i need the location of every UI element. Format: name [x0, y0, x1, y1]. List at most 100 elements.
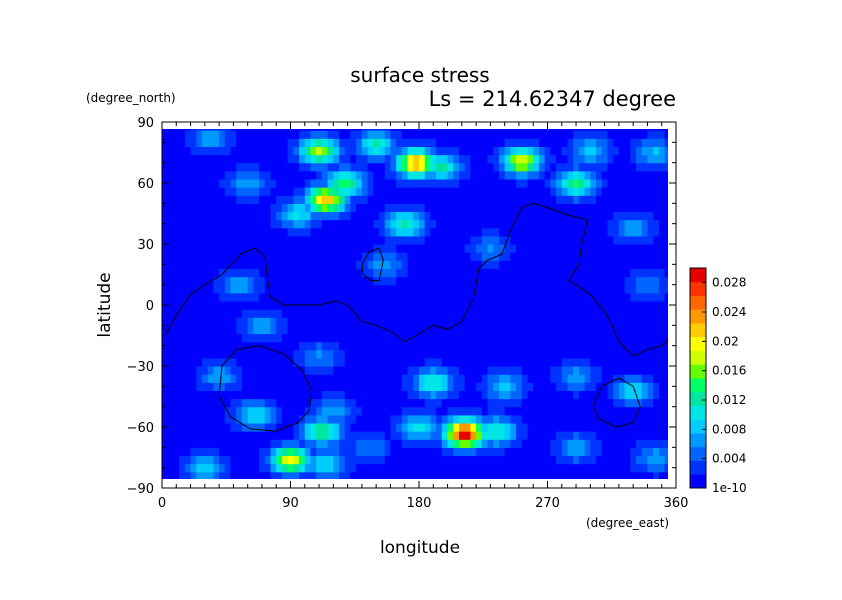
heatmap-cell — [333, 382, 340, 391]
heatmap-cell — [213, 129, 220, 131]
heatmap-cell — [544, 284, 551, 294]
heatmap-cell — [179, 268, 186, 278]
heatmap-cell — [407, 268, 414, 278]
heatmap-cell — [173, 178, 180, 188]
heatmap-cell — [390, 431, 397, 440]
heatmap-cell — [567, 195, 574, 204]
heatmap-cell — [470, 309, 477, 318]
heatmap-cell — [344, 138, 352, 147]
heatmap-cell — [339, 414, 346, 424]
heatmap-cell — [356, 398, 363, 408]
x-tick-label: 180 — [407, 496, 432, 511]
heatmap-cell — [636, 129, 643, 131]
heatmap-cell — [356, 203, 363, 213]
heatmap-cell — [613, 447, 620, 457]
heatmap-cell — [361, 414, 369, 424]
heatmap-cell — [367, 138, 374, 147]
heatmap-cell — [321, 439, 329, 448]
heatmap-cell — [196, 398, 203, 408]
heatmap-cell — [613, 244, 620, 253]
heatmap-cell — [573, 349, 580, 359]
heatmap-cell — [596, 325, 603, 335]
heatmap-cell — [213, 170, 220, 180]
heatmap-cell — [578, 154, 586, 164]
heatmap-cell — [470, 187, 477, 196]
heatmap-cell — [487, 276, 494, 286]
heatmap-cell — [396, 187, 403, 196]
heatmap-cell — [401, 357, 409, 367]
heatmap-cell — [327, 431, 334, 440]
heatmap-cell — [550, 414, 557, 424]
heatmap-cell — [527, 366, 534, 375]
heatmap-cell — [219, 382, 226, 391]
heatmap-cell — [287, 382, 294, 391]
heatmap-cell — [390, 244, 397, 253]
heatmap-cell — [287, 268, 294, 278]
heatmap-cell — [424, 414, 432, 424]
heatmap-cell — [607, 195, 614, 204]
heatmap-cell — [327, 268, 334, 278]
heatmap-cell — [224, 366, 232, 375]
heatmap-cell — [201, 244, 209, 253]
heatmap-cell — [373, 317, 380, 326]
heatmap-cell — [361, 333, 369, 343]
heatmap-cell — [641, 382, 649, 391]
heatmap-cell — [424, 154, 432, 164]
heatmap-cell — [516, 333, 523, 343]
heatmap-cell — [407, 374, 414, 383]
heatmap-cell — [396, 325, 403, 335]
heatmap-cell — [390, 162, 397, 172]
heatmap-cell — [213, 227, 220, 237]
heatmap-cell — [167, 219, 175, 229]
heatmap-cell — [618, 398, 626, 408]
heatmap-cell — [447, 129, 454, 131]
heatmap-cell — [481, 129, 489, 131]
heatmap-cell — [447, 374, 454, 383]
heatmap-cell — [658, 374, 666, 383]
heatmap-cell — [419, 398, 426, 408]
heatmap-cell — [441, 284, 449, 294]
heatmap-cell — [321, 292, 329, 302]
heatmap-cell — [653, 268, 660, 278]
heatmap-cell — [464, 374, 471, 383]
heatmap-cell — [173, 268, 180, 278]
heatmap-cell — [276, 138, 283, 147]
heatmap-cell — [561, 227, 569, 237]
heatmap-cell — [630, 374, 637, 383]
heatmap-cell — [407, 138, 414, 147]
heatmap-cell — [247, 284, 254, 294]
heatmap-cell — [407, 187, 414, 196]
heatmap-cell — [247, 154, 254, 164]
heatmap-cell — [333, 398, 340, 408]
heatmap-cell — [219, 130, 226, 139]
heatmap-cell — [413, 366, 420, 375]
heatmap-cell — [624, 130, 631, 139]
heatmap-cell — [636, 325, 643, 335]
heatmap-cell — [498, 317, 506, 326]
heatmap-cell — [556, 162, 563, 172]
heatmap-cell — [641, 439, 649, 448]
heatmap-cell — [464, 300, 471, 310]
heatmap-cell — [281, 195, 289, 204]
heatmap-cell — [601, 146, 609, 156]
heatmap-cell — [453, 349, 460, 359]
heatmap-cell — [396, 252, 403, 261]
heatmap-cell — [453, 195, 460, 204]
heatmap-cell — [190, 317, 197, 326]
heatmap-cell — [316, 431, 323, 440]
heatmap-cell — [224, 463, 232, 473]
heatmap-cell — [201, 170, 209, 180]
heatmap-cell — [173, 414, 180, 424]
heatmap-cell — [447, 463, 454, 473]
heatmap-cell — [396, 406, 403, 416]
heatmap-cell — [533, 138, 540, 147]
heatmap-cell — [447, 406, 454, 416]
heatmap-cell — [521, 187, 529, 196]
heatmap-cell — [453, 292, 460, 302]
heatmap-cell — [647, 366, 654, 375]
heatmap-cell — [533, 317, 540, 326]
heatmap-cell — [453, 146, 460, 156]
heatmap-cell — [213, 374, 220, 383]
heatmap-cell — [573, 414, 580, 424]
heatmap-cell — [287, 276, 294, 286]
